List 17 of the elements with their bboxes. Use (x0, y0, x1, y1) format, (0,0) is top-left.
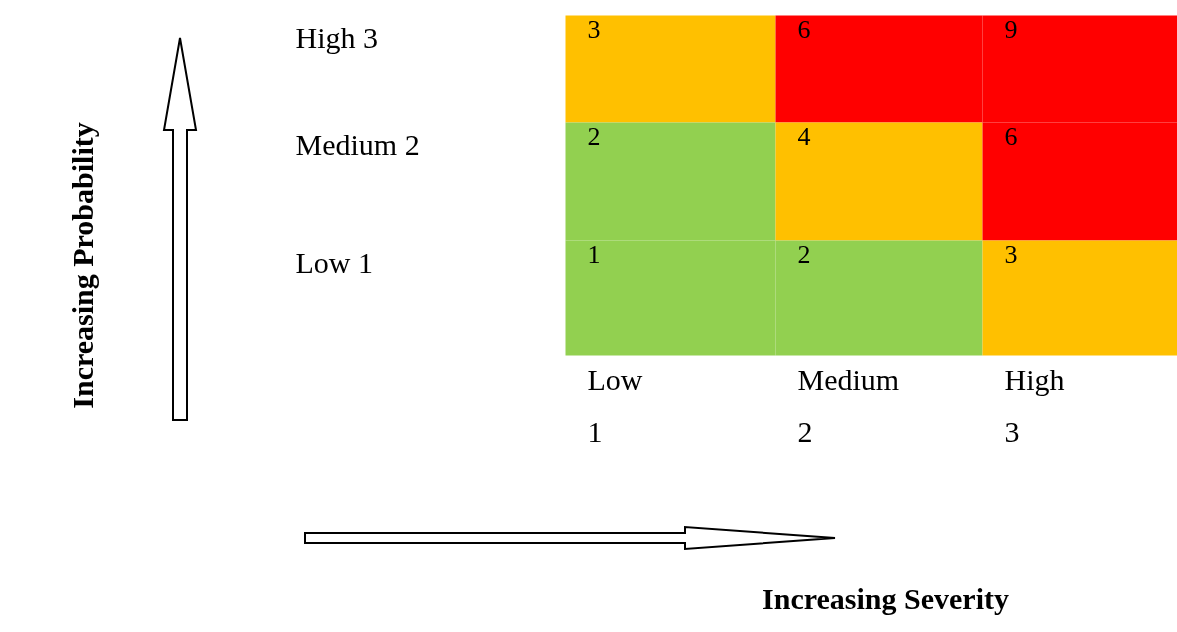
data-label: 4 (797, 121, 811, 151)
data-label: 6 (797, 14, 811, 44)
data-label: 3 (1004, 239, 1018, 269)
y-tick-label: Medium 2 (295, 127, 420, 161)
data-label: 3 (587, 14, 601, 44)
x-axis-title: Increasing Severity (762, 582, 1009, 615)
data-label: 6 (1004, 121, 1018, 151)
data-label: 2 (797, 239, 811, 269)
data-label: 1 (587, 239, 601, 269)
x-tick-label: High 3 (1004, 362, 1065, 448)
x-tick-label: Low 1 (587, 362, 643, 448)
data-label: 2 (587, 121, 601, 151)
x-tick-label: Medium 2 (797, 362, 900, 448)
data-label: 9 (1004, 14, 1018, 44)
y-tick-label: Low 1 (295, 245, 373, 279)
text: Increasing Probability (66, 122, 99, 409)
y-tick-label: High 3 (295, 20, 378, 54)
